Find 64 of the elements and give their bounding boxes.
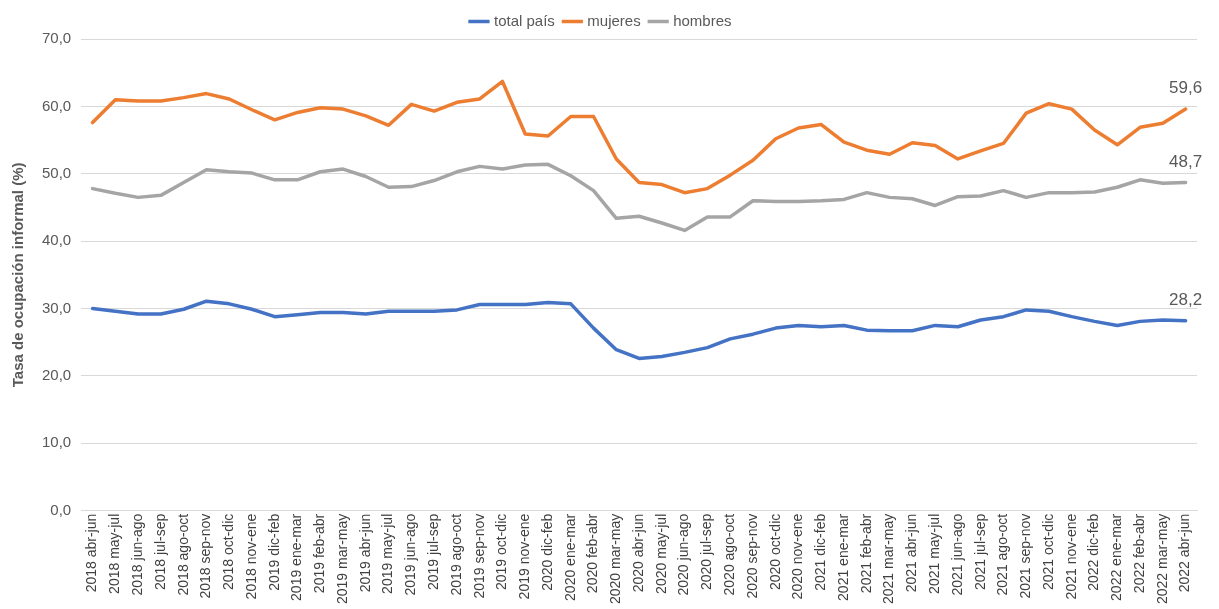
x-tick-label: 2019 feb-abr <box>311 513 328 594</box>
x-tick-label: 2019 jun-ago <box>402 513 419 596</box>
x-tick-label: 2020 nov-ene <box>789 513 806 600</box>
x-tick-label: 2018 sep-nov <box>197 513 214 599</box>
legend-label: hombres <box>673 11 732 29</box>
y-tick-label: 40,0 <box>41 231 72 249</box>
x-tick-label: 2019 sep-nov <box>470 513 487 599</box>
x-tick-label: 2019 nov-ene <box>516 513 533 600</box>
x-tick-label: 2019 ago-oct <box>447 513 464 596</box>
x-tick-label: 2022 abr-jun <box>1176 513 1193 593</box>
x-tick-label: 2022 mar-may <box>1153 513 1170 605</box>
legend-label: mujeres <box>587 11 641 29</box>
x-tick-label: 2021 oct-dic <box>1039 513 1056 591</box>
y-tick-label: 10,0 <box>41 433 72 451</box>
x-tick-label: 2018 ago-oct <box>174 513 191 596</box>
x-tick-label: 2021 feb-abr <box>857 513 874 594</box>
data-label: 48,7 <box>1169 151 1203 171</box>
x-tick-label: 2019 jul-sep <box>425 513 442 591</box>
x-tick-label: 2021 sep-nov <box>1017 513 1034 599</box>
y-tick-label: 50,0 <box>41 163 72 181</box>
x-tick-label: 2020 dic-feb <box>538 513 555 591</box>
x-tick-label: 2019 ene-mar <box>288 513 305 601</box>
x-tick-label: 2021 jul-sep <box>971 513 988 591</box>
x-tick-label: 2020 sep-nov <box>743 513 760 599</box>
x-tick-label: 2018 jul-sep <box>151 513 168 591</box>
x-tick-label: 2021 mar-may <box>880 513 897 605</box>
x-tick-label: 2020 jul-sep <box>698 513 715 591</box>
x-tick-label: 2021 nov-ene <box>1062 513 1079 600</box>
x-tick-label: 2020 oct-dic <box>766 513 783 591</box>
x-tick-label: 2020 jun-ago <box>675 513 692 596</box>
x-tick-label: 2019 abr-jun <box>356 513 373 593</box>
x-tick-label: 2021 abr-jun <box>903 513 920 593</box>
y-tick-label: 70,0 <box>41 29 72 47</box>
x-tick-label: 2021 dic-feb <box>812 513 829 591</box>
x-tick-label: 2019 dic-feb <box>265 513 282 591</box>
x-tick-label: 2022 ene-mar <box>1108 513 1125 601</box>
x-tick-label: 2019 may-jul <box>379 513 396 594</box>
x-tick-label: 2018 nov-ene <box>242 513 259 600</box>
y-axis-title: Tasa de ocupación informal (%) <box>9 162 27 388</box>
x-tick-label: 2020 feb-abr <box>584 513 601 594</box>
x-tick-label: 2020 ago-oct <box>721 513 738 596</box>
y-tick-label: 20,0 <box>41 366 72 384</box>
data-label: 59,6 <box>1169 78 1203 98</box>
x-tick-label: 2021 jun-ago <box>948 513 965 596</box>
x-tick-label: 2021 ene-mar <box>834 513 851 601</box>
x-tick-label: 2018 abr-jun <box>83 513 100 593</box>
x-tick-label: 2020 abr-jun <box>629 513 646 593</box>
x-tick-label: 2020 ene-mar <box>561 513 578 601</box>
x-tick-label: 2021 ago-oct <box>994 513 1011 596</box>
x-tick-label: 2020 may-jul <box>652 513 669 594</box>
x-tick-label: 2019 oct-dic <box>493 513 510 591</box>
x-tick-label: 2020 mar-may <box>607 513 624 605</box>
x-tick-label: 2018 oct-dic <box>220 513 237 591</box>
data-label: 28,2 <box>1169 289 1203 309</box>
y-tick-label: 60,0 <box>41 96 72 114</box>
x-tick-label: 2018 may-jul <box>106 513 123 594</box>
x-tick-label: 2022 feb-abr <box>1130 513 1147 594</box>
legend-label: total país <box>493 11 555 29</box>
x-tick-label: 2021 may-jul <box>925 513 942 594</box>
x-tick-label: 2019 mar-may <box>333 513 350 605</box>
y-tick-label: 0,0 <box>50 500 72 518</box>
y-tick-label: 30,0 <box>41 298 72 316</box>
x-tick-label: 2018 jun-ago <box>128 513 145 596</box>
x-tick-label: 2022 dic-feb <box>1085 513 1102 591</box>
